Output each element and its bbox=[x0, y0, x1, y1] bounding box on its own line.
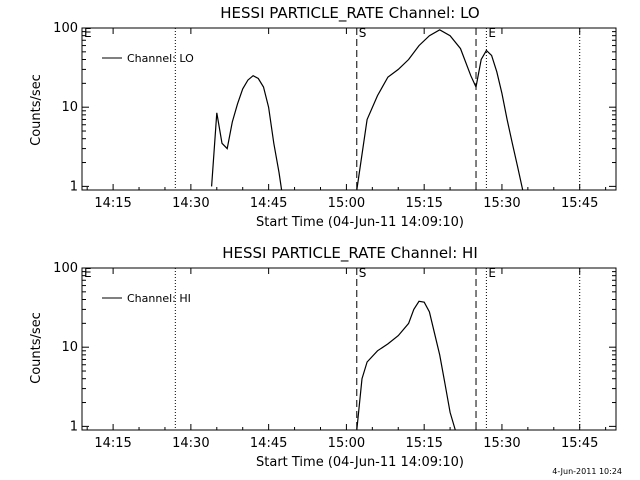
timestamp: 4-Jun-2011 10:24 bbox=[552, 467, 622, 476]
x-tick-label: 15:30 bbox=[483, 436, 520, 451]
x-tick-label: 14:30 bbox=[172, 436, 209, 451]
marker-label: E bbox=[84, 266, 92, 280]
series-line bbox=[356, 29, 524, 191]
x-tick-label: 14:45 bbox=[250, 436, 287, 451]
series-line bbox=[211, 74, 283, 191]
x-axis-label: Start Time (04-Jun-11 14:09:10) bbox=[256, 215, 464, 230]
marker-label: S bbox=[359, 266, 367, 280]
x-tick-label: 14:15 bbox=[94, 436, 131, 451]
y-tick-label: 100 bbox=[53, 261, 78, 276]
x-tick-label: 15:15 bbox=[405, 436, 442, 451]
x-tick-label: 15:45 bbox=[561, 196, 598, 211]
marker-label: S bbox=[359, 26, 367, 40]
marker-label: E bbox=[488, 266, 496, 280]
y-axis-label: Counts/sec bbox=[29, 74, 44, 146]
x-tick-label: 15:00 bbox=[328, 436, 365, 451]
x-tick-label: 15:45 bbox=[561, 436, 598, 451]
legend-label: Channel: HI bbox=[127, 292, 191, 305]
y-tick-label: 100 bbox=[53, 21, 78, 36]
y-tick-label: 1 bbox=[70, 179, 78, 194]
panel-hi: HESSI PARTICLE_RATE Channel: HI Start Ti… bbox=[29, 244, 617, 470]
x-tick-label: 15:00 bbox=[328, 196, 365, 211]
y-tick-label: 10 bbox=[61, 340, 78, 355]
x-tick-label: 14:30 bbox=[172, 196, 209, 211]
x-tick-label: 15:15 bbox=[405, 196, 442, 211]
x-tick-label: 15:30 bbox=[483, 196, 520, 211]
legend-label: Channel: LO bbox=[127, 52, 194, 65]
series-line bbox=[356, 300, 456, 431]
y-tick-label: 10 bbox=[61, 100, 78, 115]
panel-lo: HESSI PARTICLE_RATE Channel: LO Start Ti… bbox=[29, 4, 617, 230]
marker-label: E bbox=[84, 26, 92, 40]
x-axis-label: Start Time (04-Jun-11 14:09:10) bbox=[256, 455, 464, 470]
x-tick-label: 14:45 bbox=[250, 196, 287, 211]
chart-title: HESSI PARTICLE_RATE Channel: HI bbox=[222, 244, 478, 263]
chart-title: HESSI PARTICLE_RATE Channel: LO bbox=[220, 4, 479, 23]
y-tick-label: 1 bbox=[70, 419, 78, 434]
x-tick-label: 14:15 bbox=[94, 196, 131, 211]
marker-label: E bbox=[488, 26, 496, 40]
y-axis-label: Counts/sec bbox=[29, 312, 44, 384]
